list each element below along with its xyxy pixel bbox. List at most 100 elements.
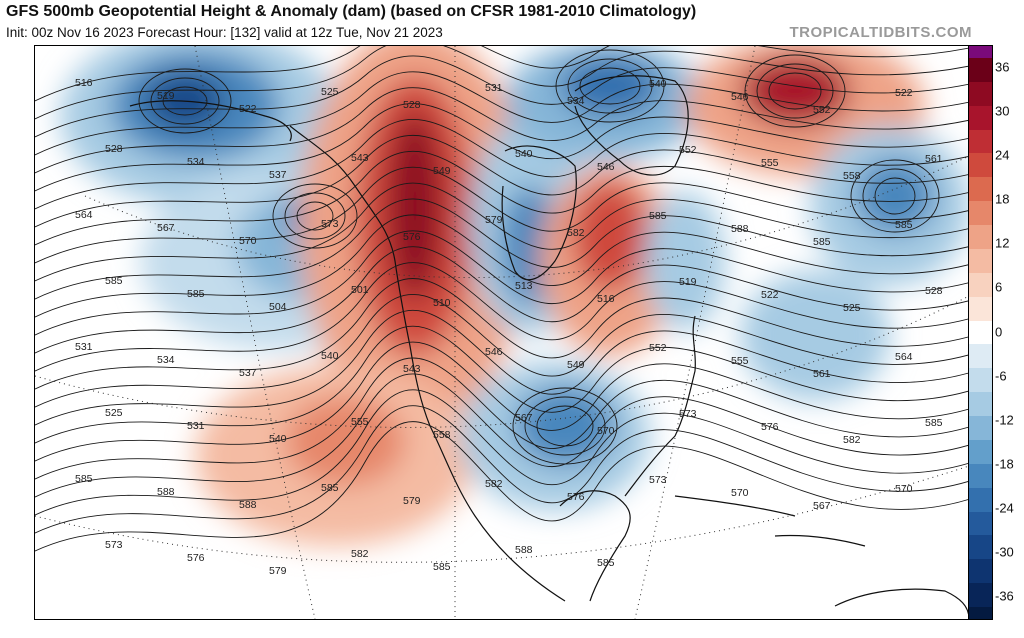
contour-label: 525 [105,407,123,419]
contour-label: 555 [351,416,369,428]
contour-label: 513 [515,280,533,292]
height-contour-line [35,278,969,390]
contour-label: 576 [403,231,421,243]
coast-gulf [559,490,631,602]
height-contour-line [35,71,969,156]
contour-label: 522 [895,87,913,99]
coast-greenland [574,75,689,176]
contour-label: 549 [433,165,451,177]
height-contour-line [35,103,969,192]
height-contour-line [35,46,969,120]
contour-label: 531 [187,420,205,432]
colorbar-segment-zero [969,320,992,345]
closed-contour [874,177,916,215]
contour-label: 582 [567,227,585,239]
anomaly-labrador-low [645,191,725,331]
contour-label: 522 [239,103,257,115]
chart-title: GFS 500mb Geopotential Height & Anomaly … [6,3,697,20]
anomaly-central-core [515,386,615,466]
anomaly-atlantic-low-core [855,158,935,234]
contour-label: 555 [761,157,779,169]
height-contour-line [35,214,969,318]
colorbar-segment-pos_33 [969,57,992,82]
closed-contour [162,86,208,116]
coast-south-america [834,588,969,619]
contour-label: 558 [433,429,451,441]
map-panel: 516 519 522 525 528 531 534 540 546 552 522 528 534 5… [34,45,970,620]
height-contour-line [35,134,969,228]
colorbar-tick-label: -24 [995,500,1014,516]
height-contour-line [35,309,969,426]
contour-label: 501 [351,284,369,296]
coast-hudson [501,145,577,281]
contour-label: 588 [731,223,749,235]
colorbar-segment-neg_3 [969,344,992,369]
height-contour-line [35,341,969,462]
colorbar-tick-label: 30 [995,103,1010,119]
site-watermark[interactable]: TROPICALTIDBITS.COM [789,24,972,41]
contour-label: 537 [239,367,257,379]
contour-label: 534 [157,354,175,366]
colorbar-segment-neg_33 [969,583,992,608]
contour-label: 585 [925,417,943,429]
contour-label: 552 [813,104,831,116]
closed-contour [536,405,594,447]
closed-contour [296,201,334,231]
colorbar-segment-neg_21 [969,487,992,512]
contour-label: 585 [649,210,667,222]
contour-label: 582 [843,434,861,446]
height-contour-line [35,198,969,300]
colorbar-segment-pos_15 [969,201,992,226]
contour-label: 570 [731,487,749,499]
colorbar-tick-label: -18 [995,456,1014,472]
contour-label: 525 [321,86,339,98]
colorbar-tick-label: -30 [995,544,1014,560]
colorbar-segment-neg_36 [969,607,992,619]
contour-label: 585 [187,288,205,300]
contour-label: 576 [567,491,585,503]
contour-label: 588 [239,499,257,511]
colorbar-segment-pos_6 [969,272,992,297]
colorbar-segment-neg_18 [969,463,992,488]
closed-contour [524,396,606,456]
contour-label: 531 [75,341,93,353]
colorbar-segment-neg_24 [969,511,992,536]
coast-caribbean [674,495,866,547]
contour-label: 585 [75,473,93,485]
colorbar-segment-pos_27 [969,105,992,130]
colorbar-tick-label: 36 [995,59,1010,75]
contour-label: 531 [485,82,503,94]
contour-label: 543 [351,152,369,164]
contour-label: 555 [731,355,749,367]
colorbar-tick-label: 18 [995,191,1010,207]
contour-label: 534 [567,95,585,107]
contour-label: 567 [157,222,175,234]
contour-label: 567 [515,412,533,424]
colorbar-segment-neg_30 [969,559,992,584]
contour-label: 540 [269,433,287,445]
contour-label: 576 [187,552,205,564]
closed-contour [272,183,358,249]
closed-contour [512,387,618,465]
colorbar-tick-label: 6 [995,279,1003,295]
contour-label: 534 [187,156,205,168]
contour-label: 546 [597,161,615,173]
height-contour-line [35,262,969,372]
chart-subtitle: Init: 00z Nov 16 2023 Forecast Hour: [13… [6,25,443,40]
colorbar-segment-pos_18 [969,177,992,202]
closed-contour [756,63,834,119]
contour-label: 585 [105,275,123,287]
closed-contour [579,67,641,105]
colorbar-tick-label: -36 [995,588,1014,604]
contour-label: 537 [269,169,287,181]
colorbar-tick-label: -6 [995,368,1007,384]
contour-label: 528 [105,143,123,155]
closed-contour [862,168,928,224]
height-contour-line [35,150,969,246]
anomaly-colorbar [968,45,993,620]
contour-label: 570 [239,235,257,247]
contour-label: 573 [105,539,123,551]
contour-label: 561 [813,368,831,380]
contour-label: 588 [157,486,175,498]
contour-label: 564 [75,209,93,221]
